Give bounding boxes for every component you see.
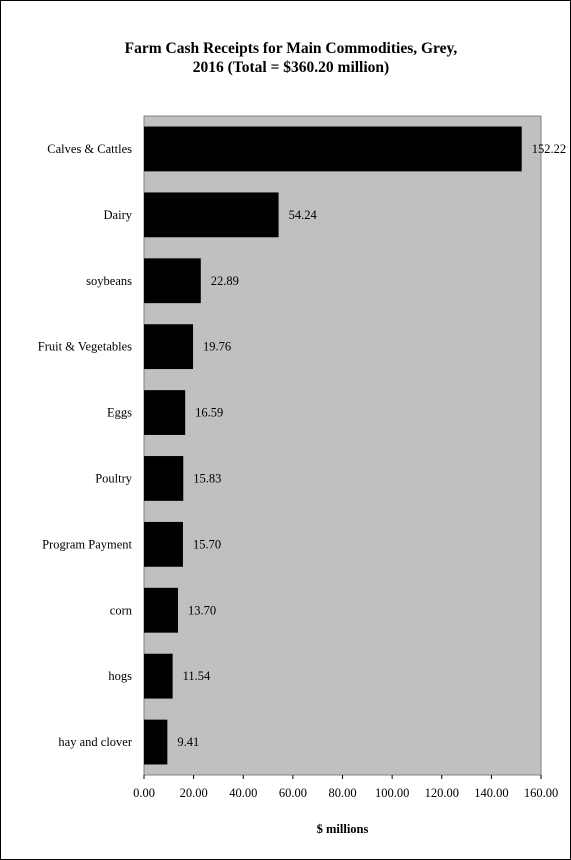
bar	[144, 587, 178, 633]
category-label: Poultry	[95, 471, 133, 485]
bar	[144, 324, 194, 370]
data-label: 54.24	[289, 208, 318, 222]
category-label: Calves & Cattles	[47, 142, 132, 156]
x-tick-label: 100.00	[375, 786, 409, 800]
category-label: soybeans	[86, 274, 132, 288]
category-label: Eggs	[107, 406, 132, 420]
x-tick-label: 160.00	[524, 786, 558, 800]
x-tick-label: 0.00	[133, 786, 155, 800]
category-label: hay and clover	[58, 735, 132, 749]
bar	[144, 456, 184, 501]
x-tick-label: 120.00	[425, 786, 459, 800]
bar	[144, 126, 522, 172]
data-label: 9.41	[177, 735, 199, 749]
bars: Calves & Cattles 152.22 Dairy 54.24 soybeans…	[38, 126, 566, 765]
category-label: Fruit & Vegetables	[38, 340, 132, 354]
x-axis-title: $ millions	[317, 822, 369, 836]
data-label: 152.22	[532, 142, 566, 156]
x-tick-label: 140.00	[474, 786, 508, 800]
category-label: hogs	[108, 669, 132, 683]
chart-title: Farm Cash Receipts for Main Commodities,…	[41, 39, 541, 77]
data-label: 15.83	[193, 471, 221, 485]
x-tick-label: 60.00	[279, 786, 307, 800]
x-tick-label: 80.00	[328, 786, 356, 800]
x-tick-label: 20.00	[180, 786, 208, 800]
data-label: 19.76	[203, 340, 231, 354]
chart-title-line-2: 2016 (Total = $360.20 million)	[192, 59, 390, 76]
data-label: 22.89	[211, 274, 239, 288]
bar	[144, 719, 168, 765]
category-label: corn	[110, 603, 133, 617]
bar	[144, 192, 279, 238]
data-label: 16.59	[195, 406, 223, 420]
bar	[144, 258, 201, 304]
x-tick-label: 40.00	[229, 786, 257, 800]
data-label: 13.70	[188, 603, 216, 617]
data-label: 15.70	[193, 537, 221, 551]
category-label: Dairy	[104, 208, 133, 222]
category-label: Program Payment	[42, 537, 132, 551]
bar	[144, 521, 183, 567]
bar	[144, 390, 186, 435]
chart-title-line-1: Farm Cash Receipts for Main Commodities,…	[124, 40, 458, 57]
bar	[144, 653, 173, 699]
x-axis: 0.00 20.00 40.00 60.00 80.00 100.00 120.00 140.…	[133, 775, 558, 800]
data-label: 11.54	[183, 669, 211, 683]
